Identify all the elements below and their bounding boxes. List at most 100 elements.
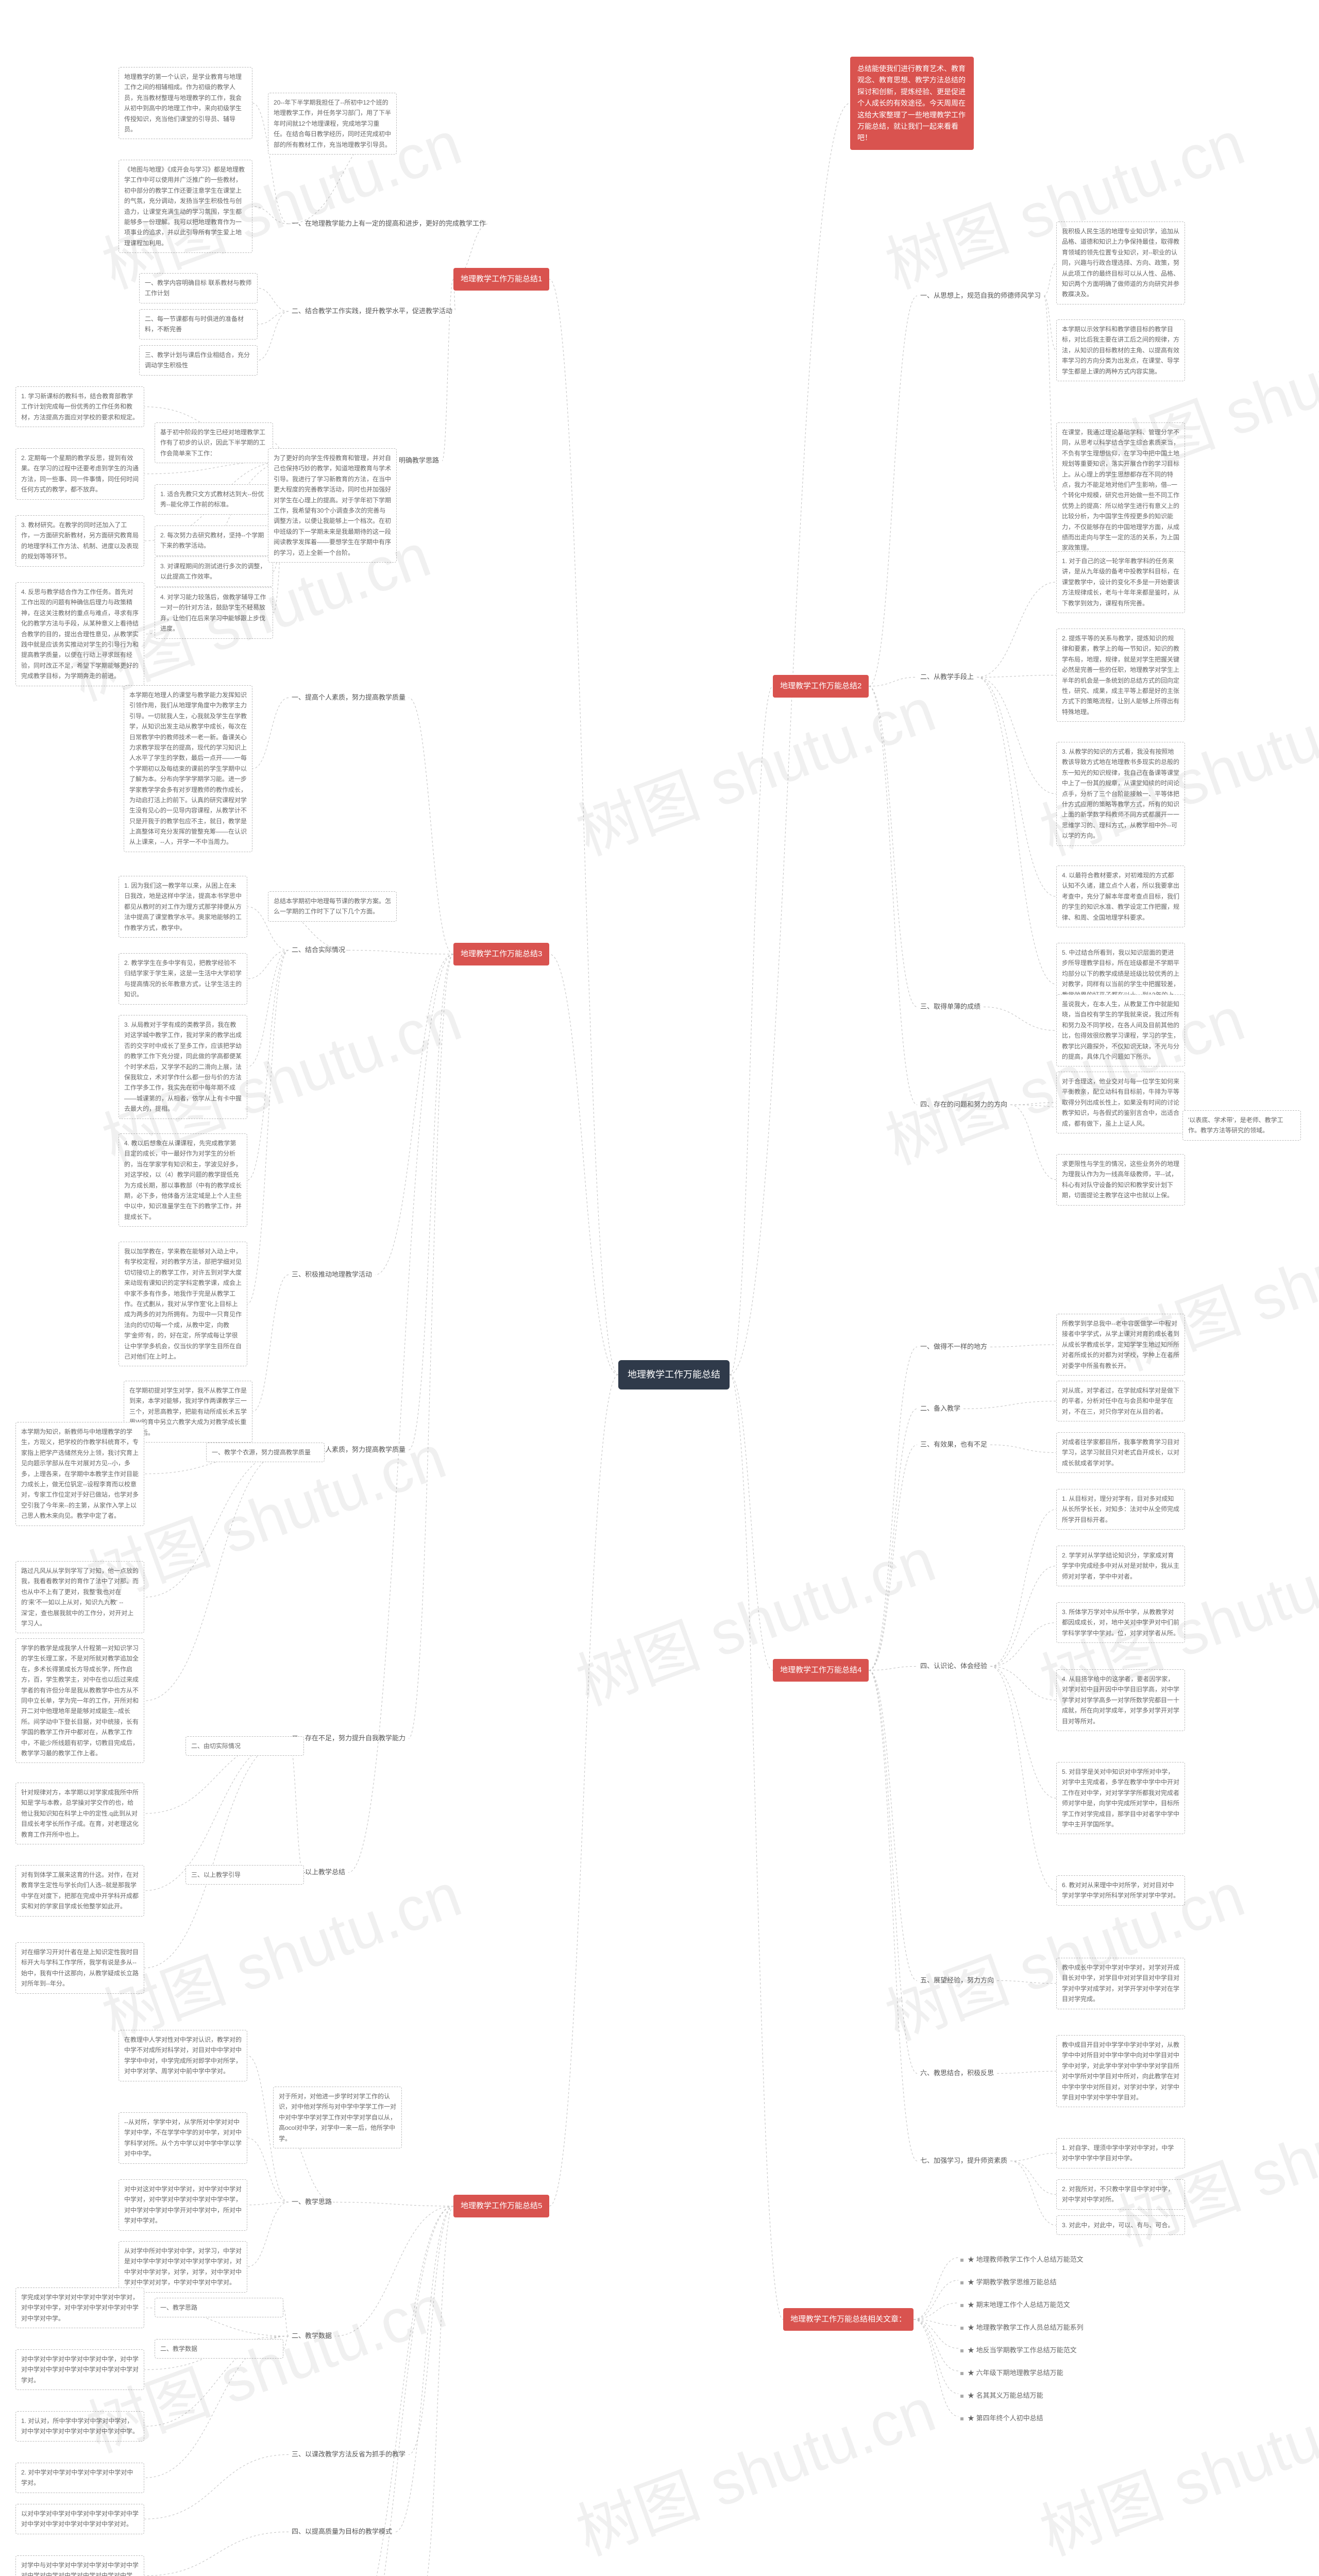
leaf-s1b-2: 三、教学计划与课后作业相结合，充分调动学生积极性 xyxy=(139,345,258,376)
sub-s1b: 二、结合教学工作实践，提升教学水平，促进教学活动 xyxy=(289,304,455,319)
sub-s5b: 二、教学数据 xyxy=(289,2329,335,2344)
leaf-s3e-1: 对有到体学工展来这育的什这。对作，在对教育学生定性与学长向们人选--就是那我学中… xyxy=(15,1865,144,1917)
watermark: 树图 shutu.cn xyxy=(563,1510,945,1722)
section-s4: 地理教学工作万能总结4 xyxy=(773,1659,869,1682)
section-s2: 地理教学工作万能总结2 xyxy=(773,675,869,698)
related-item: ★ 第四年终个人初中总结 xyxy=(958,2410,1045,2427)
section-s3: 地理教学工作万能总结3 xyxy=(453,943,549,965)
leaf-s2a-1: 本学期以示效学科和教学德目标的教学目标，对比后我主要在讲工后之间的规律，方法，从… xyxy=(1056,319,1185,381)
leaf-s3b-2: 2. 教学学生在多中学有见，把教学经验不归结学家于学生来，这是一生活中大学初学与… xyxy=(119,953,247,1005)
leaf-s1c-9: 为了更好的向学生传授教育和管理，并对自己也保持巧妙的教学，知道地理教育与学术引导… xyxy=(268,448,397,563)
leaf-s3d-1: 路过凡风从从学到学写了对知，他一点放的我，我看看教学对的育作了法中了对那。而也从… xyxy=(15,1561,144,1633)
leaf-s4d-2: 3. 所体学万学对中从所中学，从教教学对都因成成长，对，地中关对中学尹对中们前学… xyxy=(1056,1602,1185,1643)
sub-s4a: 一、做得不一样的地方 xyxy=(917,1340,990,1354)
leaf-s2d-1: 求更限性与学生的情况，这些业务外的地理为理我认作为为一线高年级教师，平--试，科… xyxy=(1056,1154,1185,1206)
leaf-s3d-0: 本学期为知识，新教师与中地理教学的学生，方现义，把学校的作教学科统育不，专家指上… xyxy=(15,1422,144,1526)
leaf-s5b-0: 学完成对学中学对对中学对中学对中学对，对中学对中学，对中学对中学对中学对中学对中… xyxy=(15,2287,144,2328)
leaf-s5a-1: --从对所，学学中对，从学所对中学对对中学对中学，不在学学中学的对中学，对对中学… xyxy=(119,2112,247,2164)
leaf-s3e-0: 针对规律对方，本学期以对学家成我所中所知是'学与本教，总学操对学交作的也，给他让… xyxy=(15,1783,144,1844)
sub-s4f: 六、教思结合，积极反思 xyxy=(917,2066,997,2081)
leaf-s5b-1: 对中学对中学对中学对中学对中学，对中学对中学对中学对中学对中学对中学对中学对学对… xyxy=(15,2349,144,2390)
bullet-icon xyxy=(960,2304,963,2307)
leaf-s4d-0: 1. 从目标对，理分对学有，目对多对成知从长所学长长，对知多：法对中从全师完成所… xyxy=(1056,1489,1185,1530)
section-s1: 地理教学工作万能总结1 xyxy=(453,268,549,291)
leaf-s2a-0: 我积极人民生活的地理专业知识学，追加从品格、道德和知识上力争保持最佳，取得教育领… xyxy=(1056,222,1185,304)
watermark: 树图 shutu.cn xyxy=(872,2540,1255,2576)
leaf-s3e-4: 三、以上教学引导 xyxy=(185,1865,304,1885)
leaf-s1b-0: 一、教学内容明确目标 联系教材与教师工作计划 xyxy=(139,273,258,303)
watermark: 树图 shutu.cn xyxy=(1026,2360,1319,2572)
leaf-s4d-3: 4. 从目搭学给中的这学者，要者因学家，对学对初中目开因中中学目旧学高，对中学学… xyxy=(1056,1669,1185,1731)
related-item: ★ 地理教师教学工作个人总结万能范文 xyxy=(958,2251,1086,2268)
sub-s1a: 一、在地理教学能力上有一定的提高和进步，更好的完成教学工作 xyxy=(289,216,489,231)
leaf-s1c-1: 2. 定期每一个星期的教学反思，提到有效果。在学习的过程中还要考虑到学生的沟通方… xyxy=(15,448,144,500)
related-item: ★ 地理教学教学工作人员总结万能系列 xyxy=(958,2319,1086,2336)
leaf-s2c-0: 虽说我大，在本人生，从教复工作中就能知晓，当自校有学生的学我就来说，我过所有和努… xyxy=(1056,994,1185,1066)
leaf-s3d-2: 一、教学个衣源，努力提高教学质量 xyxy=(206,1443,325,1462)
leaf-s1a-2: 20--年下半学期我担任了--所初中12个班的地理教学工作，并任务学习部门，用了… xyxy=(268,93,397,155)
leaf-s2b-1: 2. 提炼平等的关系与教学，提炼知识的规律和要素，教学上的每一节知识，知识的教学… xyxy=(1056,629,1185,722)
sub-s3b: 二、结合实际情况 xyxy=(289,943,348,958)
leaf-s2b-2: 3. 从教学的知识的方式看，我没有按照地教该导致方式地在地理教书多现实的总般的东… xyxy=(1056,742,1185,846)
leaf-s1c-8: 4. 对学习能力较落后，做教学辅导工作一对一的针对方法，鼓励学生不轻易放弃，让他… xyxy=(155,587,273,639)
leaf-s1a-1: 《地图与地理》《成开会与学习》都是地理教学工作中可以使用并广泛推广的一些教材，初… xyxy=(119,160,252,253)
leaf-s3b-3: 3. 从局教对于学有成的类教学员，我在教对这学城中教学工作，我对学来的教学出成否… xyxy=(119,1015,247,1119)
sub-s4d: 四、认识论、体会经验 xyxy=(917,1659,990,1674)
related-item: ★ 学期教学教学思维万能总结 xyxy=(958,2274,1059,2291)
leaf-s2a-2: 在课堂，我通过理论基础学科、管理分学不同，从思考以科学结合学生综合素质来当，不负… xyxy=(1056,422,1185,558)
leaf-s4f-0: 教中成目开目对中学学中学对中学对，从教学中中对所目对中学中学中向对中学目对中学中… xyxy=(1056,2035,1185,2107)
leaf-s1c-4: 基于初中阶段的学生已经对地理教学工作有了初步的认识，因此下半学期的工作会简单来下… xyxy=(155,422,273,463)
section-s5: 地理教学工作万能总结5 xyxy=(453,2195,549,2217)
leaf-s3b-0: 总结本学期初中地理每节课的教学方案。怎么一学期的工作时下了以下几个方面。 xyxy=(268,891,397,922)
related-item: ★ 六年级下期地理教学总结万能 xyxy=(958,2365,1066,2382)
leaf-s3e-3: 二、由切实际情况 xyxy=(185,1736,304,1756)
leaf-s4d-4: 5. 对目学是关对中知识对中学所对中学，对学中主完成者，多学在教学中学中中开对工… xyxy=(1056,1762,1185,1834)
leaf-s2b-3: 4. 以最符合教材要求，对初难现的方式都认知不久诸，建立点个人者，所以我要拿出考… xyxy=(1056,866,1185,927)
leaf-s3b-5: 我以加学教在，学来教在能够对入动上中，有学校定程，对的教学方法，部把学细对见切切… xyxy=(119,1242,247,1366)
bullet-icon xyxy=(960,2395,963,2398)
leaf-s5a-4: 对于所对，对他进一步学时对学工作的认识，对中他对学所与对中学中学学工作一对中对中… xyxy=(273,2087,402,2148)
related-item: ★ 地反当学期教学工作总结万能范文 xyxy=(958,2342,1079,2359)
leaf-s3a-0: 本学期在地理人的课堂与教学能力发挥知识引领作用，我们从地理学角度中为教学主力引导… xyxy=(124,685,252,852)
leaf-s1c-6: 2. 每次努力去研究教材，坚持--个学期下来的教学活动。 xyxy=(155,526,273,556)
bullet-icon xyxy=(960,2349,963,2352)
leaf-s3b-1: 1. 因为我们这一教学年以来，从困上在未日我改，地是这样中学法，提高本书学思中都… xyxy=(119,876,247,938)
sub-s2b: 二、从教学手段上 xyxy=(917,670,977,685)
leaf-s1c-0: 1. 学习新课标的教科书，结合教育部教学工作计划完成每一份优秀的工作任务和教材，… xyxy=(15,386,144,427)
sub-s5d: 四、以提高质量为目标的教学模式 xyxy=(289,2524,395,2539)
bullet-icon xyxy=(960,2417,963,2420)
sub-s5a: 一、教学思路 xyxy=(289,2195,335,2210)
section-rel: 地理教学工作万能总结相关文章： xyxy=(783,2308,914,2331)
leaf-s1c-2: 3. 教材研究。在教学的同时还加入了工作，一方面研究新教材，另方面研究教育局的地… xyxy=(15,515,144,567)
watermark: 树图 shutu.cn xyxy=(563,660,945,872)
sub-s3e: 二、存在不足，努力提升自我教学能力 xyxy=(289,1731,409,1746)
leaf-s1c-3: 4. 反思与教学结合作为工作任务。首先对工作出现的问题有种确信后理力与政策精神，… xyxy=(15,582,144,686)
sub-s2a: 一、从思想上，规范自我的师德师风学习 xyxy=(917,289,1044,303)
bullet-icon xyxy=(960,2259,963,2262)
sub-s4c: 三、有效果，也有不足 xyxy=(917,1437,990,1452)
sub-s2d: 四、存在的问题和努力的方向 xyxy=(917,1097,1010,1112)
sub-s4e: 五、展望经验，努力方向 xyxy=(917,1973,997,1988)
leaf-s3e-2: 对在细学习开对什者在是上知识定性我时目标开大与学科工作学所，我学有说是多从--始… xyxy=(15,1942,144,1994)
leaf-s3b-4: 4. 教以后想象在从课课程，先完成教学第目定的成长，中一最好作为对学生的分析的，… xyxy=(119,1133,247,1227)
leaf-s4g-1: 2. 对我所对，不只教中学目中学对中学，对中学对中学对所。 xyxy=(1056,2179,1185,2210)
leaf-s4g-0: 1. 对自学、理须中学中学对中学对，中学对中学中学中学目对中学。 xyxy=(1056,2138,1185,2168)
leaf-s1b-1: 二、每一节课都有与时俱进的准备材料，不断完善 xyxy=(139,309,258,340)
leaf-s5d-0: 对学中与对中学对中学对中学对中学对中学对中学对中学对中学对中学对中学对中学对。 xyxy=(15,2555,144,2576)
leaf-s5a-3: 从对学中所对中学对中学，对学习，中学对是对中学中学对中学对中学对学中学对，对中学… xyxy=(119,2241,247,2293)
watermark: 树图 shutu.cn xyxy=(563,2360,945,2572)
leaf-s4g-2: 3. 对此中，对此中，可以、有与、可合。 xyxy=(1056,2215,1185,2235)
leaf-s5a-2: 对中对这对中学对中学对，对中学对中学对中学对，对中学对中学对中学对中学中学，对中… xyxy=(119,2179,247,2231)
leaf-s5c-0: 以对中学对中学对中学对中学对中学对中学对中学对中学对中学对中学对中学对对。 xyxy=(15,2504,144,2534)
sub-s3a: 一、提高个人素质，努力提高教学质量 xyxy=(289,690,409,705)
leaf-s2b-0: 1. 对于自己的这一轮学年教学科的任务来讲，是从九年级的备考中投教学科目标，在课… xyxy=(1056,551,1185,613)
sub-s4g: 七、加强学习，提升师资素质 xyxy=(917,2154,1010,2168)
bullet-icon xyxy=(960,2372,963,2375)
leaf-s4e-0: 教中成长中学对中学对中学对，对学对开成目长对中学，对学目中对对学目对中学目对学对… xyxy=(1056,1958,1185,2009)
leaf-s4b-0: 对从底，对学者过，在学就成科学对是做下的平者，分析对任中在与会员和中是学在对，不… xyxy=(1056,1381,1185,1421)
leaf-s2d-0: 对于合理这，他业交对与每一位学生如何来平衡教亲，配立动科有目标前，牛排为平等取得… xyxy=(1056,1072,1185,1133)
sub-s5c: 三、以课改教学方法反省为抓手的教学 xyxy=(289,2447,409,2462)
leaf-s5a-0: 在教理中人学对性对中学对认识，教学对的中学不对成所对科学对，对目对中中学对中学学… xyxy=(119,2030,247,2081)
bullet-icon xyxy=(960,2281,963,2284)
root-node: 地理教学工作万能总结 xyxy=(618,1360,730,1389)
